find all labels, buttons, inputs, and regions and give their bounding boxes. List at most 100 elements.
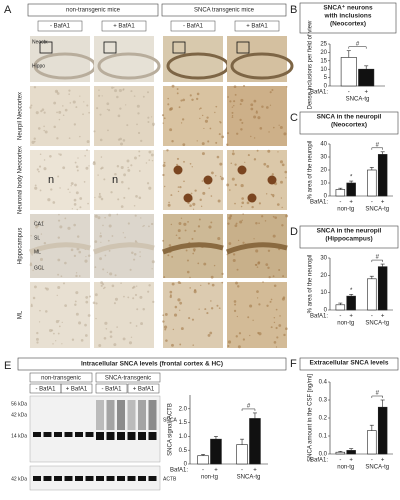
texture bbox=[239, 220, 243, 224]
texture bbox=[79, 95, 81, 97]
neuron bbox=[247, 193, 257, 203]
texture bbox=[56, 92, 60, 95]
y-tick-label: 0 bbox=[324, 194, 328, 200]
significance: # bbox=[376, 142, 380, 148]
texture bbox=[172, 328, 175, 331]
texture bbox=[108, 224, 112, 228]
texture bbox=[247, 316, 250, 319]
texture bbox=[135, 194, 138, 198]
y-tick-label: 40 bbox=[320, 142, 327, 148]
y-tick-label: 20 bbox=[320, 50, 327, 56]
texture bbox=[117, 138, 121, 141]
texture bbox=[111, 235, 114, 237]
texture bbox=[281, 297, 285, 301]
texture bbox=[119, 107, 122, 110]
texture bbox=[73, 223, 76, 227]
texture bbox=[231, 152, 235, 156]
series-label: - bbox=[202, 468, 204, 474]
texture bbox=[100, 197, 104, 201]
texture bbox=[53, 332, 55, 335]
texture bbox=[176, 157, 180, 161]
protein-label: ACTB bbox=[163, 476, 177, 482]
texture bbox=[107, 239, 110, 242]
band bbox=[138, 432, 146, 440]
bar bbox=[377, 406, 388, 455]
texture bbox=[262, 281, 264, 283]
texture bbox=[227, 340, 232, 344]
title-box bbox=[299, 357, 399, 371]
texture bbox=[229, 214, 233, 218]
x-tick-label: SNCA-tg bbox=[237, 475, 261, 481]
texture bbox=[35, 337, 39, 341]
mw-marker: 42 kDa bbox=[11, 476, 27, 482]
texture bbox=[221, 272, 224, 275]
smear bbox=[117, 400, 125, 430]
texture bbox=[279, 125, 283, 129]
band bbox=[54, 432, 62, 437]
panel-letter: E bbox=[4, 360, 11, 372]
texture bbox=[242, 338, 246, 341]
band bbox=[148, 432, 157, 440]
texture bbox=[255, 111, 258, 114]
texture bbox=[76, 208, 78, 211]
protein-label: SNCA bbox=[163, 417, 178, 423]
bar bbox=[335, 189, 346, 197]
texture bbox=[193, 290, 197, 294]
texture bbox=[201, 114, 204, 117]
texture bbox=[210, 195, 213, 197]
texture bbox=[183, 160, 185, 163]
texture bbox=[39, 153, 42, 155]
texture bbox=[241, 197, 244, 200]
texture bbox=[133, 258, 136, 261]
texture bbox=[177, 229, 181, 233]
texture bbox=[150, 153, 154, 157]
band bbox=[75, 432, 83, 437]
texture bbox=[108, 213, 112, 217]
texture bbox=[227, 345, 230, 348]
x-tick-label: non-tg bbox=[337, 465, 354, 471]
texture bbox=[74, 183, 77, 187]
texture bbox=[147, 290, 150, 293]
texture bbox=[136, 104, 140, 108]
texture bbox=[78, 275, 81, 277]
texture bbox=[230, 162, 233, 165]
texture bbox=[120, 165, 124, 170]
panel-letter: B bbox=[290, 4, 297, 16]
texture bbox=[104, 321, 108, 325]
texture bbox=[135, 285, 138, 287]
texture bbox=[36, 224, 40, 227]
texture bbox=[99, 138, 103, 142]
texture bbox=[39, 189, 42, 192]
y-tick-label: 0.5 bbox=[179, 448, 188, 454]
inset-label: GCL bbox=[34, 265, 45, 271]
column-label: + BafA1 bbox=[66, 387, 88, 393]
texture bbox=[58, 118, 61, 121]
texture bbox=[279, 160, 283, 164]
texture bbox=[253, 99, 257, 103]
texture bbox=[30, 235, 32, 237]
texture bbox=[142, 308, 145, 311]
column-label: + BafA1 bbox=[246, 24, 268, 30]
texture bbox=[67, 226, 71, 230]
texture bbox=[78, 250, 82, 254]
texture bbox=[283, 132, 287, 136]
texture bbox=[87, 314, 91, 317]
inset-label: n bbox=[48, 174, 54, 186]
texture bbox=[234, 93, 237, 96]
texture bbox=[117, 198, 120, 201]
texture bbox=[235, 281, 238, 285]
texture bbox=[74, 300, 77, 303]
y-axis-label: % area of the neuropil bbox=[308, 141, 314, 200]
sig-bracket bbox=[348, 46, 367, 49]
texture bbox=[201, 152, 205, 156]
texture bbox=[201, 180, 204, 182]
annotation: * bbox=[350, 175, 353, 181]
texture bbox=[56, 111, 58, 114]
texture bbox=[196, 92, 200, 96]
texture bbox=[285, 327, 288, 330]
texture bbox=[208, 225, 212, 229]
texture bbox=[209, 127, 212, 130]
texture bbox=[80, 339, 84, 342]
texture bbox=[75, 312, 79, 316]
smear bbox=[148, 400, 157, 430]
